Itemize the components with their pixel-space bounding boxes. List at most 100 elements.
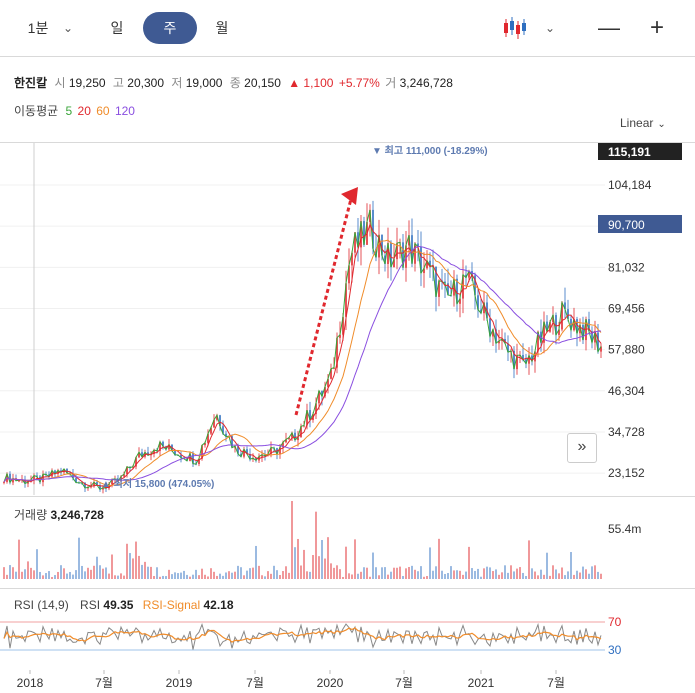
volume-bar [399, 566, 401, 579]
rsi-label: RSI [80, 598, 101, 612]
volume-bar [27, 561, 29, 579]
candle-body [561, 302, 563, 330]
rsi-chart[interactable]: 70 30 [0, 589, 695, 669]
candle-body [339, 334, 341, 338]
volume-chart[interactable]: 55.4m [0, 497, 695, 581]
volume-bar [63, 568, 65, 579]
volume-bar [528, 540, 530, 579]
candle-body [513, 350, 515, 370]
volume-bar [99, 565, 101, 579]
x-tick-label: 7월 [246, 676, 264, 690]
price-info: 한진칼 시 19,250 고 20,300 저 19,000 종 20,150 … [14, 74, 457, 91]
volume-bar [231, 572, 233, 579]
candle-body [225, 433, 227, 437]
y-tick-label: 81,032 [608, 260, 645, 274]
volume-bar [390, 571, 392, 579]
volume-bar [459, 570, 461, 579]
candle-body [249, 454, 251, 460]
period-select[interactable]: 1분 [27, 20, 49, 36]
volume-bar [585, 569, 587, 579]
volume-bar [36, 549, 38, 579]
candle-body [180, 454, 182, 458]
volume-bar [75, 570, 77, 579]
volume-bar [162, 575, 164, 579]
tab-month[interactable]: 월 [215, 20, 229, 36]
candle-body [291, 432, 293, 438]
candle-body [546, 321, 548, 332]
price-chart[interactable]: 104,18492,60881,03269,45657,88046,30434,… [0, 143, 695, 495]
candle-body [429, 260, 431, 266]
volume-bar [252, 567, 254, 579]
y-tick-label: 57,880 [608, 343, 645, 357]
candle-body [204, 442, 206, 446]
tab-week[interactable]: 주 [143, 12, 197, 44]
volume-bar [312, 555, 314, 579]
candlestick-icon[interactable] [495, 12, 535, 44]
volume-bar [240, 567, 242, 579]
y-tick-label: 69,456 [608, 301, 645, 315]
ma-20: 20 [77, 104, 91, 118]
volume-bar [336, 565, 338, 579]
candle-body [378, 234, 380, 258]
close-label: 종 [229, 76, 241, 90]
expand-button[interactable]: » [567, 433, 597, 463]
zoom-in-button[interactable]: + [649, 14, 664, 41]
candle-body [375, 248, 377, 258]
zoom-out-button[interactable]: — [598, 15, 620, 40]
volume-bar [468, 546, 470, 579]
volume-bar [135, 541, 137, 579]
volume-panel-value: 3,246,728 [50, 508, 104, 522]
volume-bar [450, 566, 452, 579]
open-label: 시 [54, 76, 66, 90]
candle-body [549, 321, 551, 332]
candle-body [198, 458, 200, 464]
candle-body [597, 332, 599, 352]
volume-bar [381, 567, 383, 579]
volume-bar [39, 571, 41, 579]
scale-select[interactable]: Linear ⌄ [620, 116, 666, 130]
volume-bar [345, 546, 347, 579]
candle-body [9, 473, 11, 483]
candle-body [174, 450, 176, 455]
candle-body [246, 449, 248, 455]
volume-bar [111, 554, 113, 579]
x-axis: 2018 7월 2019 7월 2020 7월 2021 7월 [17, 670, 565, 690]
volume-bar [168, 569, 170, 579]
candle-body [201, 445, 203, 459]
candle-body [237, 446, 239, 454]
candle-body [318, 390, 320, 404]
ma-line-120 [3, 245, 602, 483]
volume-bar [216, 575, 218, 579]
tab-day[interactable]: 일 [110, 20, 124, 36]
volume-bar [492, 571, 494, 579]
low-label: 저 [171, 76, 183, 90]
volume-bar [42, 575, 44, 579]
volume-bar [462, 574, 464, 579]
volume-bar [333, 567, 335, 579]
candle-body [483, 302, 485, 314]
volume-bar [84, 571, 86, 579]
candle-body [288, 437, 290, 440]
candle-body [294, 432, 296, 441]
chevron-down-icon[interactable]: ⌄ [544, 21, 556, 35]
volume-bar [24, 569, 26, 579]
volume-bar [354, 539, 356, 579]
volume-bar [237, 565, 239, 579]
volume-bar [486, 566, 488, 579]
volume-bar [288, 572, 290, 579]
volume-bar [306, 571, 308, 579]
candle-body [27, 481, 29, 484]
volume-bar [372, 552, 374, 579]
candle-body [579, 324, 581, 334]
candle-body [489, 318, 491, 337]
candle-body [525, 359, 527, 364]
candle-body [537, 331, 539, 352]
chevron-down-icon[interactable]: ⌄ [62, 21, 74, 35]
volume-bar [51, 576, 53, 579]
candle-body [102, 487, 104, 490]
candle-body [141, 452, 143, 457]
volume-bar [564, 575, 566, 579]
candle-body [555, 315, 557, 335]
volume-bar [60, 565, 62, 579]
volume-bar [438, 538, 440, 579]
